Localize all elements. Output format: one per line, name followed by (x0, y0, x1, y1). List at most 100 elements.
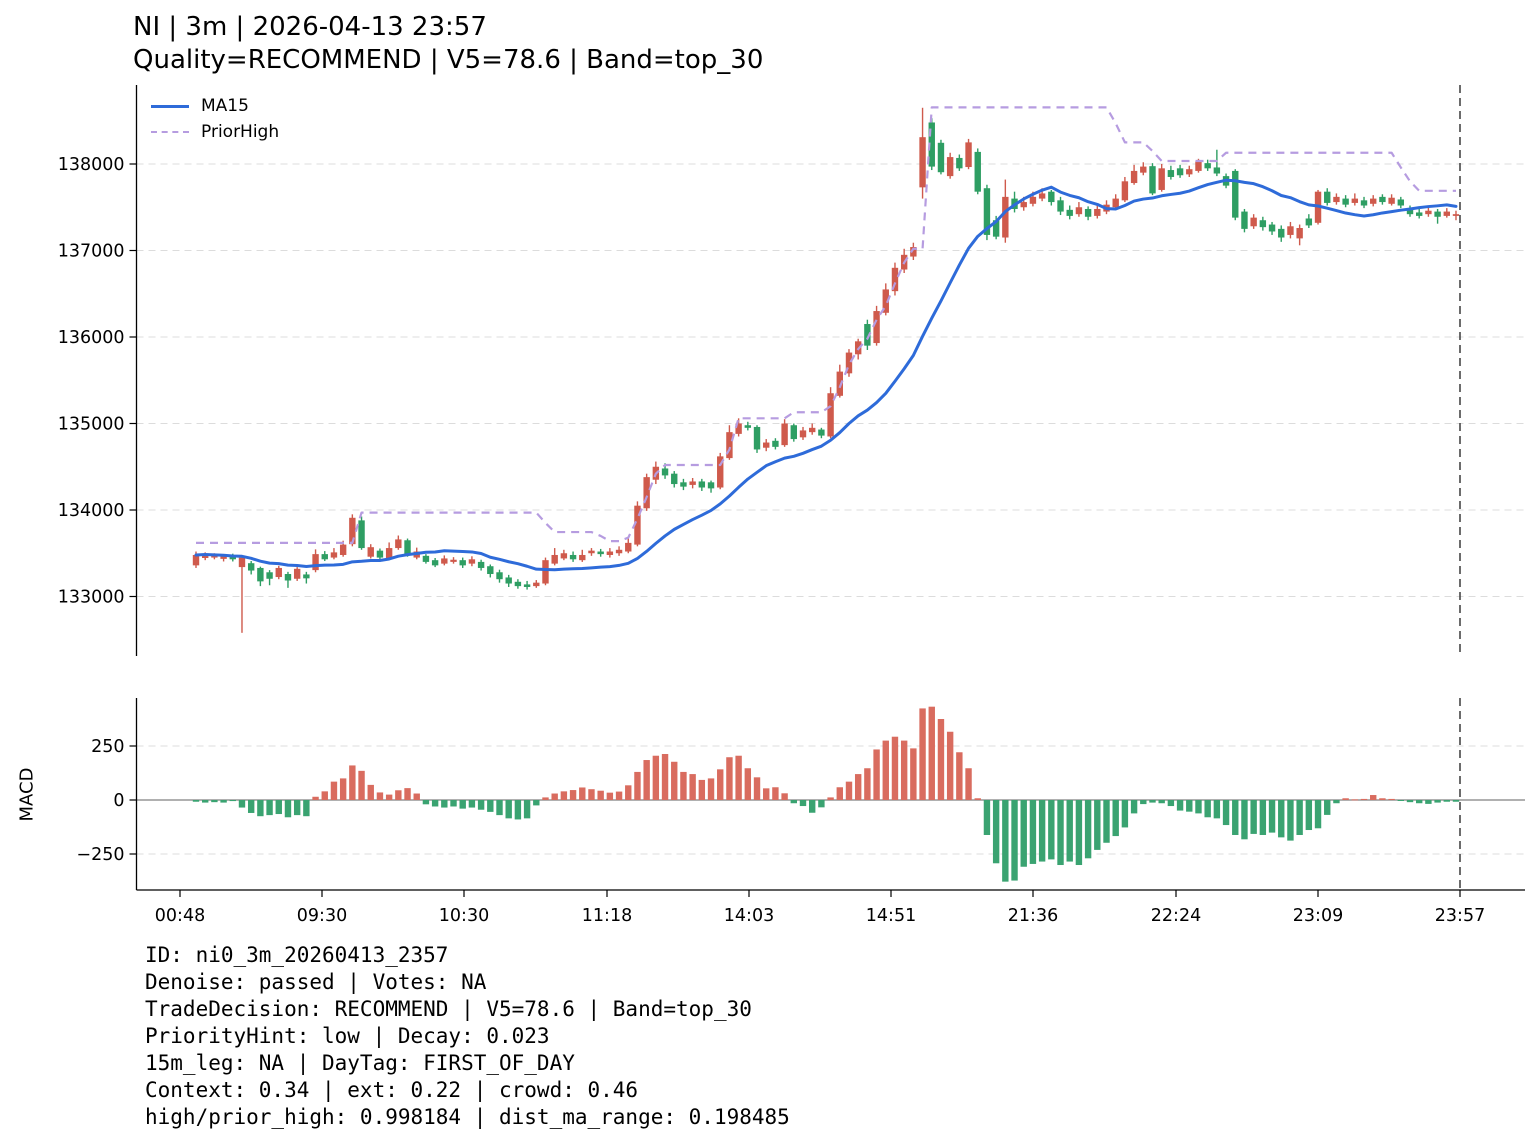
macd-bar (726, 757, 733, 800)
macd-bar (422, 800, 430, 805)
macd-bar (1416, 800, 1423, 804)
time-tick-label: 11:18 (582, 906, 632, 926)
macd-bar (1268, 800, 1276, 833)
macd-bar (1075, 800, 1083, 866)
macd-bar (284, 800, 292, 818)
macd-bar (900, 740, 908, 800)
candle-body (542, 560, 549, 584)
macd-bar (1048, 800, 1055, 860)
candle-body (661, 468, 669, 476)
candle-body (744, 425, 752, 428)
footer-line: Context: 0.34 | ext: 0.22 | crowd: 0.46 (145, 1078, 639, 1102)
macd-bar (477, 800, 485, 810)
macd-bar (634, 771, 641, 800)
macd-bar (1176, 800, 1184, 811)
candle-body (1232, 170, 1239, 218)
macd-bar (1167, 800, 1175, 807)
macd-bar (569, 790, 577, 800)
footer-line: high/prior_high: 0.998184 | dist_ma_rang… (145, 1105, 790, 1129)
candle-body (293, 568, 301, 579)
macd-bar (321, 791, 328, 800)
macd-bar (192, 800, 200, 802)
macd-bar (1186, 800, 1193, 812)
candle-body (910, 247, 917, 257)
ma15-line (194, 178, 1458, 572)
macd-bar (1406, 800, 1414, 803)
chart-title: NI | 3m | 2026-04-13 23:57 (133, 12, 487, 42)
macd-bar (965, 768, 972, 800)
macd-bar (643, 760, 650, 800)
macd-bar (873, 749, 880, 800)
macd-bar (1333, 800, 1340, 804)
candle-body (808, 427, 816, 433)
candle-body (763, 442, 770, 448)
candle-body (1351, 198, 1359, 203)
macd-bar (275, 800, 282, 815)
chart-subtitle: Quality=RECOMMEND | V5=78.6 | Band=top_3… (133, 45, 764, 75)
macd-bar (707, 778, 715, 800)
candle-body (303, 574, 310, 579)
candle-body (1048, 191, 1055, 203)
macd-bar (201, 800, 209, 803)
macd-bar (266, 800, 273, 816)
time-tick-label: 23:57 (1435, 906, 1485, 926)
candle-body (946, 157, 954, 177)
macd-bar (588, 789, 595, 800)
macd-bar (459, 800, 466, 809)
macd-bar (441, 800, 448, 808)
time-tick-label: 00:48 (155, 906, 205, 926)
candle-body (1443, 211, 1450, 216)
candle-body (1075, 207, 1083, 215)
candle-body (827, 393, 834, 437)
candle-body (431, 560, 439, 566)
candle-body (799, 430, 807, 438)
candle-body (220, 556, 227, 559)
legend-item-priorhigh: PriorHigh (151, 119, 279, 145)
macd-bar (1222, 800, 1230, 826)
macd-bar (1250, 800, 1257, 834)
macd-bar (882, 740, 889, 800)
macd-bar (744, 768, 752, 800)
macd-bar (799, 800, 807, 807)
macd-bar (615, 791, 623, 800)
candle-body (1020, 202, 1027, 208)
ma15-line-sample (151, 104, 189, 108)
candle-body (1287, 226, 1294, 235)
candle-body (928, 122, 935, 167)
macd-bar (238, 800, 246, 808)
time-tick-label: 10:30 (439, 906, 489, 926)
macd-bar (689, 774, 696, 800)
macd-bar (496, 800, 503, 816)
candle-body (1305, 218, 1313, 226)
candle-body (1342, 198, 1349, 205)
macd-bar (946, 731, 954, 800)
macd-bar (385, 794, 393, 800)
candle-body (671, 473, 678, 485)
macd-bar (229, 800, 236, 802)
candle-body (1333, 196, 1340, 203)
candle-body (1397, 199, 1405, 206)
candle-body (1149, 166, 1156, 194)
candle-body (606, 551, 614, 555)
candle-body (367, 547, 374, 557)
macd-bar (1057, 800, 1064, 866)
macd-bar (220, 800, 227, 803)
candle-body (983, 188, 991, 235)
macd-bar (1020, 800, 1027, 867)
candle-body (772, 440, 779, 447)
candle-body (257, 567, 264, 582)
macd-bar (551, 793, 558, 800)
time-tick-label: 14:03 (724, 906, 774, 926)
candle-body (1268, 224, 1276, 232)
candle-body (643, 477, 650, 509)
macd-bar (928, 706, 935, 800)
macd-bar (1379, 798, 1386, 800)
candle-body (1084, 208, 1092, 217)
macd-bar (339, 778, 347, 800)
candle-body (385, 548, 393, 559)
candle-body (1241, 211, 1248, 229)
legend-item-ma15: MA15 (151, 93, 279, 119)
price-tick-label: 135000 (58, 415, 125, 435)
